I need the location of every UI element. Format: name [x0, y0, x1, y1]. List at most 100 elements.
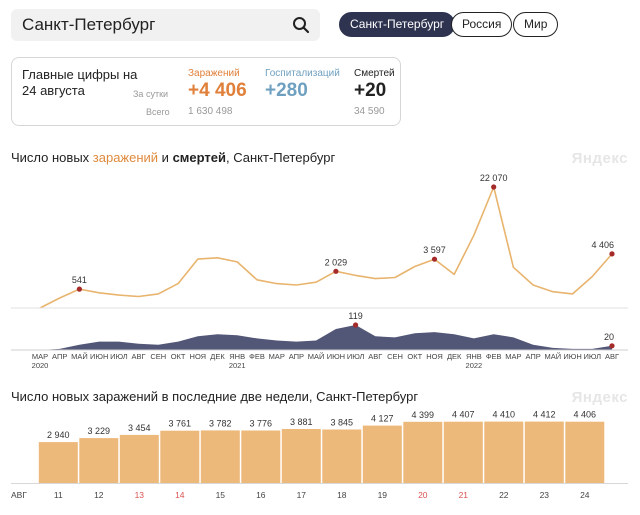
- data-label: 20: [604, 332, 614, 342]
- data-label: 4 406: [591, 240, 614, 250]
- bar-value-label: 4 410: [493, 410, 516, 420]
- bar: [403, 421, 443, 483]
- x-tick-year: 2021: [229, 361, 246, 370]
- deaths-daily: +20: [354, 80, 387, 101]
- hospitalizations-daily: +280: [265, 80, 308, 101]
- bar: [200, 430, 240, 483]
- series-line-infections: [39, 186, 613, 309]
- x-tick-label: 22: [499, 490, 509, 500]
- bar: [241, 430, 281, 483]
- x-tick-label: 23: [540, 490, 550, 500]
- summary-title: Главные цифры на 24 августа: [22, 67, 138, 98]
- x-tick-label: МАР: [269, 352, 285, 361]
- total-label: Всего: [146, 107, 170, 117]
- x-tick-label: МАЙ: [71, 352, 88, 361]
- main-chart-title: Число новых заражений и смертей, Санкт-П…: [11, 150, 335, 165]
- x-tick-label: 15: [216, 490, 226, 500]
- x-tick-label: 13: [135, 490, 145, 500]
- data-label: 22 070: [480, 173, 508, 183]
- main-chart-title-prefix: Число новых: [11, 150, 93, 165]
- bar: [443, 421, 483, 483]
- x-tick-year: 2020: [32, 361, 49, 370]
- x-tick-label: СЕН: [387, 352, 403, 361]
- x-tick-label: ИЮН: [563, 352, 581, 361]
- bar: [281, 429, 321, 483]
- search-icon[interactable]: [292, 16, 310, 34]
- bar-value-label: 3 229: [88, 426, 111, 436]
- x-tick-year: 2022: [466, 361, 483, 370]
- deaths-label: Смертей: [354, 68, 395, 79]
- bar-value-label: 3 776: [250, 419, 273, 429]
- data-point-marker: [609, 343, 615, 349]
- bar: [524, 421, 564, 483]
- main-chart-title-middle: и: [158, 150, 173, 165]
- bar: [38, 442, 78, 483]
- x-tick-label: ФЕВ: [249, 352, 265, 361]
- x-tick-label: ЯНВ: [229, 352, 245, 361]
- data-label: 541: [72, 275, 87, 285]
- month-label: АВГ: [11, 490, 27, 500]
- bar-value-label: 3 761: [169, 419, 192, 429]
- data-point-marker: [491, 184, 497, 190]
- x-tick-label: ИЮЛ: [584, 352, 602, 361]
- x-tick-label: ДЕК: [447, 352, 462, 361]
- data-point-marker: [333, 268, 339, 274]
- bar: [565, 421, 605, 483]
- x-tick-label: ИЮЛ: [110, 352, 128, 361]
- main-chart-title-infections: заражений: [92, 150, 159, 165]
- bar-chart-title: Число новых заражений в последние две не…: [11, 389, 419, 404]
- x-tick-label: ФЕВ: [486, 352, 502, 361]
- x-tick-label: АВГ: [368, 352, 382, 361]
- x-tick-label: МАР: [32, 352, 48, 361]
- x-tick-label: СЕН: [150, 352, 166, 361]
- bar-value-label: 3 845: [331, 418, 354, 428]
- bar-value-label: 3 782: [209, 418, 232, 428]
- x-tick-label: 21: [459, 490, 469, 500]
- main-chart-title-suffix: , Санкт-Петербург: [226, 150, 336, 165]
- x-tick-label: АПР: [525, 352, 540, 361]
- filter-world[interactable]: Мир: [513, 12, 559, 37]
- x-tick-label: 19: [378, 490, 388, 500]
- infections-daily: +4 406: [188, 80, 247, 101]
- per-day-label: За сутки: [133, 89, 169, 99]
- bar: [484, 421, 524, 483]
- summary-card: Главные цифры на 24 августа За сутки Все…: [11, 57, 401, 126]
- x-tick-label: 20: [418, 490, 428, 500]
- deaths-total: 34 590: [354, 106, 385, 117]
- series-area-deaths: [40, 325, 612, 350]
- data-point-marker: [353, 322, 359, 328]
- yandex-watermark-bars: Яндекс: [571, 389, 628, 406]
- bar: [322, 429, 362, 483]
- x-tick-label: АВГ: [132, 352, 146, 361]
- infections-label: Заражений: [188, 68, 240, 79]
- bar-chart: 2 940 11 3 229 12 3 454 13 3 761 14 3 782 15 3 776…: [11, 410, 628, 500]
- bar-value-label: 3 881: [290, 417, 313, 427]
- x-tick-label: ЯНВ: [466, 352, 482, 361]
- x-tick-label: 14: [175, 490, 185, 500]
- filter-russia[interactable]: Россия: [451, 12, 513, 37]
- x-tick-label: МАЙ: [544, 352, 561, 361]
- bar: [160, 430, 200, 483]
- x-tick-label: 16: [256, 490, 266, 500]
- data-point-marker: [76, 286, 82, 292]
- x-tick-label: АВГ: [605, 352, 619, 361]
- infections-total: 1 630 498: [188, 106, 233, 117]
- x-tick-label: ОКТ: [171, 352, 186, 361]
- data-label: 2 029: [325, 257, 348, 267]
- data-point-marker: [431, 256, 438, 262]
- bar: [119, 434, 159, 483]
- bar-value-label: 4 412: [533, 410, 556, 420]
- x-tick-label: ИЮЛ: [347, 352, 365, 361]
- search-field[interactable]: Санкт-Петербург: [11, 9, 320, 41]
- filter-saint-petersburg[interactable]: Санкт-Петербург: [339, 12, 456, 37]
- x-tick-label: ИЮН: [90, 352, 108, 361]
- x-tick-label: ОКТ: [407, 352, 422, 361]
- yandex-watermark-main: Яндекс: [571, 150, 628, 167]
- search-input[interactable]: Санкт-Петербург: [22, 15, 156, 34]
- bar: [79, 438, 119, 483]
- x-tick-label: НОЯ: [190, 352, 207, 361]
- x-tick-label: 11: [54, 490, 63, 500]
- data-point-marker: [609, 251, 615, 257]
- x-tick-label: 24: [580, 490, 590, 500]
